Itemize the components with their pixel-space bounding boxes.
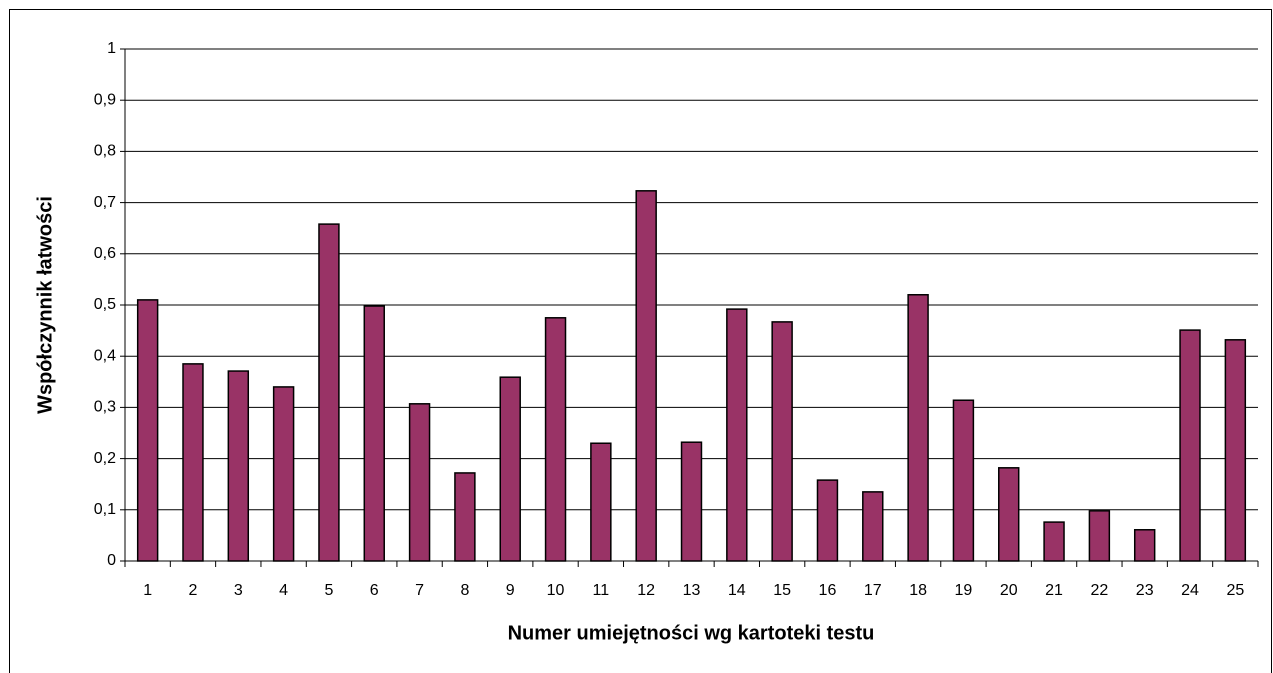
bar (408, 403, 431, 562)
x-tick-label: 24 (1181, 582, 1199, 599)
bar (1224, 339, 1247, 562)
bar (771, 321, 793, 562)
x-tick-label: 23 (1136, 582, 1154, 599)
x-tick-label: 9 (506, 582, 515, 599)
bar (726, 308, 748, 562)
bar (227, 370, 250, 562)
x-tick-label: 19 (955, 582, 973, 599)
y-tick-label: 0,3 (94, 399, 116, 416)
x-tick-label: 3 (234, 582, 243, 599)
bar (1088, 510, 1111, 562)
x-tick-label: 1 (143, 582, 152, 599)
x-tick-label: 22 (1090, 582, 1108, 599)
x-tick-label: 11 (593, 582, 610, 599)
bar (544, 317, 567, 562)
y-tick-label: 0,1 (94, 501, 116, 518)
y-tick-label: 0,2 (94, 450, 116, 467)
y-tick-label: 0,7 (94, 194, 116, 211)
y-tick-label: 0,9 (94, 91, 116, 108)
bar (590, 442, 612, 562)
x-tick-label: 17 (864, 582, 882, 599)
bar (1179, 329, 1201, 562)
x-tick-label: 7 (415, 582, 424, 599)
bar (499, 376, 521, 562)
bar (907, 294, 929, 562)
x-tick-label: 18 (909, 582, 927, 599)
bar (272, 386, 295, 562)
bar (680, 441, 703, 562)
x-tick-label: 25 (1226, 582, 1244, 599)
x-tick-label: 15 (773, 582, 791, 599)
bar (816, 479, 839, 562)
y-tick-label: 1 (107, 40, 116, 57)
x-tick-label: 2 (189, 582, 198, 599)
x-tick-label: 16 (819, 582, 837, 599)
bar (998, 467, 1020, 562)
bar (862, 491, 884, 562)
x-tick-label: 10 (547, 582, 565, 599)
bar (136, 299, 159, 562)
x-axis-title: Numer umiejętności wg kartoteki testu (508, 622, 875, 644)
x-tick-label: 20 (1000, 582, 1018, 599)
y-tick-label: 0 (107, 552, 116, 569)
y-tick-label: 0,8 (94, 143, 116, 160)
bar (363, 305, 385, 562)
bar (182, 363, 204, 562)
x-tick-label: 14 (728, 582, 746, 599)
bar (454, 472, 476, 562)
bar (952, 399, 975, 562)
x-tick-label: 12 (637, 582, 655, 599)
x-tick-label: 21 (1045, 582, 1063, 599)
x-tick-label: 5 (324, 582, 333, 599)
y-tick-label: 0,4 (94, 347, 116, 364)
x-tick-label: 8 (460, 582, 469, 599)
bar (635, 190, 657, 562)
x-tick-label: 4 (279, 582, 288, 599)
y-tick-label: 0,6 (94, 245, 116, 262)
bar (318, 223, 340, 562)
x-tick-label: 13 (683, 582, 701, 599)
y-tick-label: 0,5 (94, 296, 116, 313)
bar (1043, 521, 1065, 562)
bar (1133, 529, 1156, 562)
y-axis-title: Współczynnik łatwości (34, 196, 56, 414)
x-tick-label: 6 (370, 582, 379, 599)
